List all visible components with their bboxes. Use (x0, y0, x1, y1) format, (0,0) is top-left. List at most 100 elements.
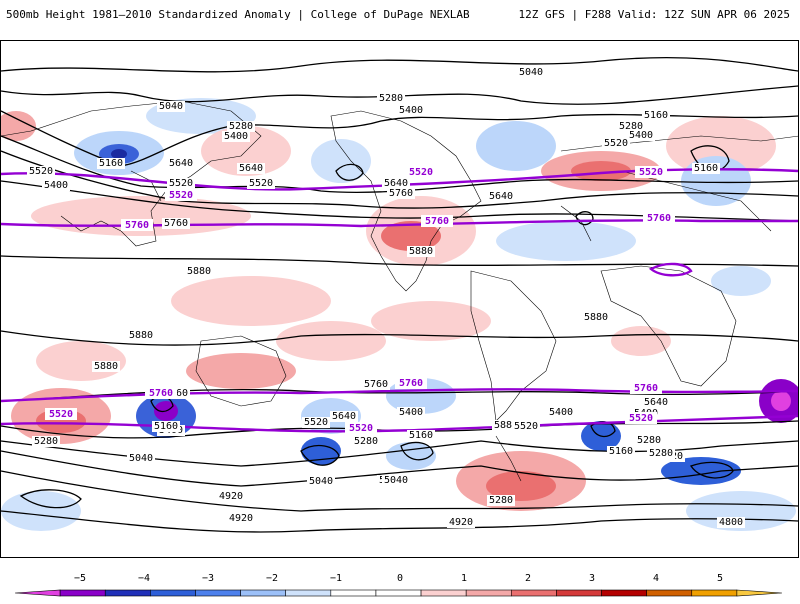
anomaly-region-15 (496, 221, 636, 261)
contour-label-bg-9 (642, 110, 670, 121)
contour-label-bg-21 (162, 218, 190, 229)
purple-label-bg-0 (405, 166, 437, 178)
height-contour-19 (400, 441, 434, 461)
contour-label-bg-17 (382, 178, 410, 189)
contour-label-26: 5880 (94, 361, 118, 372)
colorbar-segment-12 (556, 589, 602, 597)
contour-label-18: 5760 (389, 188, 413, 199)
anomaly-region-37 (611, 326, 671, 356)
colorbar-segment-8 (375, 589, 422, 597)
colorbar-segment-3 (150, 589, 196, 597)
purple-contour-label-1: 5520 (169, 190, 193, 201)
colorbar-segment-0 (14, 589, 61, 597)
contour-label-35: 5880 (494, 420, 518, 431)
purple-label-bg-11 (625, 412, 657, 424)
colorbar-tick-10: 5 (717, 573, 723, 584)
colorbar-segment-1 (59, 589, 106, 597)
colorbar-tick-8: 3 (589, 573, 595, 584)
purple-contour-label-11: 5520 (629, 413, 653, 424)
highlight-contour-0 (1, 168, 798, 191)
contour-label-bg-14 (27, 166, 55, 177)
contour-label-25: 5880 (129, 330, 153, 341)
coastline-2 (470, 270, 557, 422)
contour-label-53: 4920 (449, 517, 473, 528)
purple-contour-label-9: 5520 (49, 409, 73, 420)
contour-label-bg-28 (642, 397, 670, 408)
contour-label-bg-6 (227, 121, 255, 132)
anomaly-region-28 (386, 442, 436, 470)
contour-label-42: 5040 (309, 476, 333, 487)
contour-label-bg-10 (617, 121, 645, 132)
contour-label-24: 5880 (584, 312, 608, 323)
purple-contour-label-7: 5760 (399, 378, 423, 389)
height-contour-12 (1, 470, 798, 512)
colorbar-segment-13 (601, 589, 647, 597)
contour-label-13: 5640 (169, 158, 193, 169)
model-run-info: 12Z GFS | F288 Valid: 12Z SUN APR 06 202… (518, 8, 790, 21)
anomaly-map[interactable]: 5040516052805400504051605280540056405160… (1, 41, 798, 557)
contour-label-33: 5280 (354, 436, 378, 447)
contour-label-bg-53 (447, 517, 475, 528)
contour-label-bg-2 (377, 93, 405, 104)
anomaly-region-36 (686, 491, 796, 531)
contour-label-bg-18 (387, 188, 415, 199)
contour-label-8: 5640 (239, 163, 263, 174)
coastline-4 (560, 135, 798, 152)
anomaly-region-30 (486, 471, 556, 501)
colorbar-segment-4 (195, 589, 241, 597)
contour-label-15: 5400 (44, 180, 68, 191)
purple-contour-label-6: 5760 (149, 388, 173, 399)
colorbar-segment-2 (104, 589, 151, 597)
colorbar-segment-16 (736, 589, 783, 597)
contour-label-bg-7 (222, 131, 250, 142)
purple-label-bg-3 (121, 219, 153, 231)
contour-label-bg-54 (717, 517, 745, 528)
contour-label-6: 5280 (229, 121, 253, 132)
highlight-contour-1 (1, 219, 798, 228)
colorbar-segment-5 (240, 589, 287, 597)
contour-label-29: 5400 (399, 407, 423, 418)
contour-label-bg-29 (397, 407, 425, 418)
map-title: 500mb Height 1981–2010 Standardized Anom… (6, 8, 470, 21)
anomaly-region-35 (1, 491, 81, 531)
height-contour-1 (1, 85, 798, 105)
colorbar-segments (14, 589, 783, 597)
contour-label-19: 5520 (249, 178, 273, 189)
colorbar-segment-6 (285, 589, 332, 597)
contour-label-bg-19 (247, 178, 275, 189)
contour-label-54: 4800 (719, 517, 743, 528)
contour-label-bg-22 (185, 266, 213, 277)
colorbar: −5 −4 −3 −2 −1 0 1 2 3 4 5 (0, 565, 800, 600)
contour-label-28: 5640 (644, 397, 668, 408)
coastline-1 (330, 110, 482, 292)
purple-label-bg-7 (395, 377, 427, 389)
colorbar-tick-labels: −5 −4 −3 −2 −1 0 1 2 3 4 5 (74, 573, 723, 584)
purple-label-bg-2 (635, 166, 667, 178)
anomaly-region-4 (1, 111, 36, 141)
anomaly-region-2 (111, 149, 127, 159)
purple-contour-label-0: 5520 (409, 167, 433, 178)
contour-label-bg-42 (307, 476, 335, 487)
contour-label-56: 5280 (649, 448, 673, 459)
anomaly-region-9 (571, 161, 631, 181)
contour-label-bg-49 (217, 491, 245, 502)
contour-label-31: 5640 (332, 411, 356, 422)
colorbar-tick-3: −2 (266, 573, 278, 584)
anomaly-region-17 (371, 301, 491, 341)
map-frame[interactable]: 5040516052805400504051605280540056405160… (0, 40, 799, 558)
contour-label-bg-27 (362, 379, 390, 390)
colorbar-segment-10 (465, 589, 512, 597)
height-contour-20 (689, 461, 734, 479)
purple-contour-label-4: 5760 (425, 216, 449, 227)
contour-label-34: 5160 (409, 430, 433, 441)
contour-label-bg-40 (152, 421, 180, 432)
contour-label-bg-50 (512, 421, 540, 432)
contour-label-20: 5640 (489, 191, 513, 202)
coastline-9 (495, 435, 522, 482)
anomaly-region-38 (711, 266, 771, 296)
highlight-contour-4 (648, 262, 693, 277)
contour-label-3: 5400 (399, 105, 423, 116)
colorbar-segment-7 (330, 589, 377, 597)
purple-label-bg-6 (145, 387, 177, 399)
colorbar-tick-4: −1 (330, 573, 342, 584)
